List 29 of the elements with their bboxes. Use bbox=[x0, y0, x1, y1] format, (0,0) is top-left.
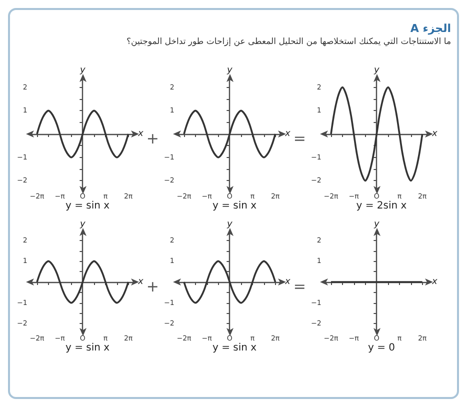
y-axis-title: y bbox=[226, 220, 233, 230]
text: + bbox=[146, 278, 160, 296]
text: y = sin x bbox=[65, 342, 110, 354]
line-series bbox=[183, 260, 276, 304]
text: y = 0 bbox=[368, 342, 396, 354]
text: y = sin x bbox=[65, 200, 110, 212]
text: y = 2sin x bbox=[356, 200, 407, 212]
x-axis-title: x bbox=[137, 277, 144, 287]
x-axis-title: x bbox=[431, 129, 438, 139]
text: y = sin x bbox=[212, 342, 257, 354]
line-series bbox=[183, 110, 276, 158]
line-series bbox=[330, 86, 424, 182]
text: + bbox=[146, 130, 160, 148]
y-axis-title: y bbox=[78, 66, 86, 76]
y-axis-title: y bbox=[226, 66, 233, 76]
text: ما الاستنتاجات التي يمكنك استخلاصها من التحليل المعطى عن إزاحات طور تداخل الموجتين؟ bbox=[125, 37, 451, 47]
x-axis-title: x bbox=[284, 277, 291, 287]
line-series bbox=[36, 110, 130, 158]
x-axis-title: x bbox=[137, 129, 144, 139]
y-axis-title: y bbox=[372, 220, 380, 230]
y-axis-title: y bbox=[78, 220, 86, 230]
text: = bbox=[293, 130, 306, 148]
x-axis-title: x bbox=[431, 277, 438, 287]
text: الجزء A bbox=[409, 22, 451, 35]
line-series bbox=[36, 260, 130, 304]
text: = bbox=[293, 278, 306, 296]
x-axis-title: x bbox=[284, 129, 291, 139]
y-axis-title: y bbox=[372, 66, 380, 76]
text: y = sin x bbox=[212, 200, 257, 212]
